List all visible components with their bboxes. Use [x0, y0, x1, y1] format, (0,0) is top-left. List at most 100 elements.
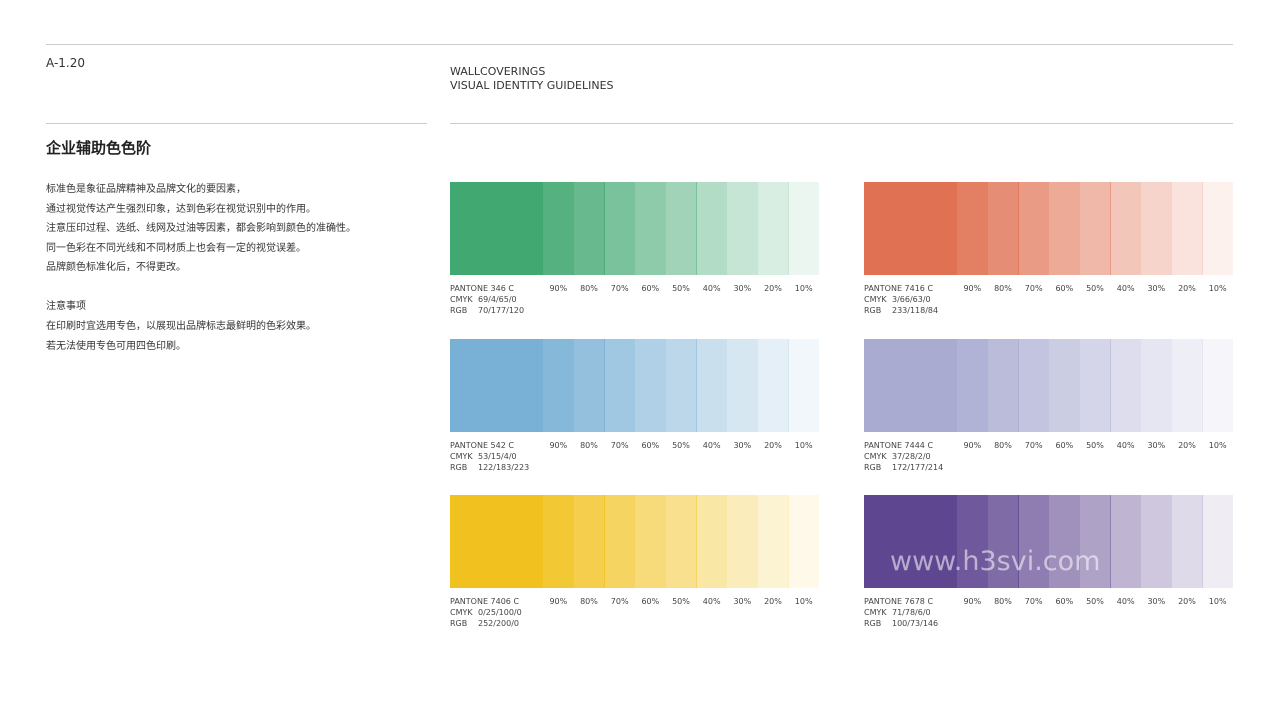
- tint-label: 90%: [963, 284, 982, 293]
- tint-label: 80%: [994, 440, 1012, 450]
- tint-label: 50%: [672, 284, 690, 293]
- rgb-value: 172/177/214: [892, 462, 944, 472]
- tint-label: 60%: [1055, 597, 1074, 606]
- tint-label: 30%: [1147, 440, 1166, 450]
- swatch-tint: [604, 338, 636, 432]
- swatch-tint: [665, 338, 697, 432]
- text-line: 品牌颜色标准化后，不得更改。: [46, 262, 186, 273]
- swatch-tint: [696, 182, 728, 275]
- tint-label: 20%: [764, 597, 782, 606]
- swatch-tint: [573, 182, 605, 275]
- cmyk-label: CMYK: [450, 608, 473, 617]
- swatch-tint: [604, 495, 636, 588]
- tint-label: 50%: [1086, 284, 1104, 293]
- subtitle: VISUAL IDENTITY GUIDELINES: [450, 79, 614, 92]
- swatch-solid: [450, 182, 543, 275]
- top-rule: [46, 44, 1233, 45]
- swatch-tint: [757, 495, 789, 588]
- paragraph: 在印刷时宜选用专色，以展现出品牌标志最鲜明的色彩效果。 若无法使用专色可用四色印刷…: [46, 317, 316, 356]
- swatch-tint: [1171, 182, 1203, 275]
- swatch-solid: [864, 338, 957, 432]
- paragraph: 标准色是象征品牌精神及品牌文化的要因素， 通过视觉传达产生强烈印象，达到色彩在视觉…: [46, 180, 356, 278]
- swatch-tint: [957, 495, 989, 588]
- swatch-tint: [957, 182, 989, 275]
- swatch-tint: [1049, 495, 1081, 588]
- swatch-tint: [788, 182, 820, 275]
- swatch-tint: [788, 495, 820, 588]
- tint-label: 20%: [764, 284, 782, 293]
- tint-label: 20%: [1178, 597, 1196, 606]
- pantone: PANTONE 7416 C: [864, 284, 934, 293]
- swatch-tint: [727, 495, 759, 588]
- text-line: 若无法使用专色可用四色印刷。: [46, 340, 186, 352]
- rule: [450, 123, 1233, 124]
- swatch-tint: [757, 182, 789, 275]
- swatch-tint: [1141, 338, 1173, 432]
- text-line: 通过视觉传达产生强烈印象，达到色彩在视觉识别中的作用。: [46, 203, 316, 215]
- swatch-tint: [987, 338, 1019, 432]
- cmyk-value: 71/78/6/0: [892, 608, 931, 617]
- swatch-solid: [864, 495, 957, 588]
- cmyk-label: CMYK: [450, 451, 473, 461]
- tint-label: 40%: [1116, 597, 1135, 606]
- cmyk-label: CMYK: [864, 451, 887, 461]
- tint-label: 60%: [1055, 440, 1074, 450]
- swatch-tint: [987, 182, 1019, 275]
- tint-label: 40%: [702, 597, 721, 606]
- tint-label: 50%: [1086, 597, 1104, 606]
- rgb-value: 252/200/0: [478, 619, 520, 628]
- brand: WALLCOVERINGS: [450, 65, 546, 78]
- text-line: 注意压印过程、选纸、线网及过油等因素，都会影响到颜色的准确性。: [46, 223, 356, 234]
- swatch-tint: [727, 338, 759, 432]
- tint-label: 10%: [794, 284, 813, 293]
- rgb-value: 70/177/120: [478, 306, 525, 315]
- note-title: 注意事项: [46, 301, 86, 312]
- rgb-label: RGB: [864, 462, 882, 472]
- text-line: 标准色是象征品牌精神及品牌文化的要因素，: [46, 184, 246, 195]
- tint-label: 70%: [1024, 440, 1043, 450]
- swatch-tint: [1079, 182, 1111, 275]
- rgb-value: 100/73/146: [892, 619, 939, 628]
- tint-label: 80%: [580, 440, 598, 450]
- tint-label: 50%: [672, 597, 690, 606]
- tint-label: 20%: [1178, 284, 1196, 293]
- swatch-tint: [757, 338, 789, 432]
- swatch-tint: [635, 182, 667, 275]
- rgb-label: RGB: [450, 306, 468, 315]
- pantone: PANTONE 7406 C: [450, 597, 520, 606]
- swatch-tint: [957, 338, 989, 432]
- swatch-tint: [1141, 495, 1173, 588]
- swatch-tint: [543, 495, 575, 588]
- pantone: PANTONE 542 C: [450, 440, 514, 450]
- tint-label: 80%: [580, 597, 598, 606]
- swatch-tint: [696, 338, 728, 432]
- tint-label: 40%: [1116, 284, 1135, 293]
- tint-label: 80%: [580, 284, 598, 293]
- swatch-solid: [864, 182, 957, 275]
- tint-label: 50%: [672, 440, 690, 450]
- rgb-value: 233/118/84: [892, 306, 939, 315]
- tint-label: 50%: [1086, 440, 1104, 450]
- rule: [46, 123, 427, 124]
- tint-label: 80%: [994, 284, 1012, 293]
- swatch-tint: [1049, 338, 1081, 432]
- swatch-tint: [1049, 182, 1081, 275]
- swatch-tint: [788, 338, 820, 432]
- swatch-solid: [450, 495, 543, 588]
- tint-label: 30%: [1147, 597, 1166, 606]
- tint-label: 60%: [641, 284, 660, 293]
- swatch-tint: [1110, 182, 1142, 275]
- swatch-tint: [1171, 338, 1203, 432]
- watermark: www.h3svi.com: [890, 546, 1101, 577]
- swatch-tint: [1171, 495, 1203, 588]
- tint-label: 30%: [733, 440, 752, 450]
- tint-label: 30%: [1147, 284, 1166, 293]
- cmyk-label: CMYK: [864, 608, 887, 617]
- pantone: PANTONE 7444 C: [864, 440, 934, 450]
- tint-label: 60%: [1055, 284, 1074, 293]
- tint-label: 10%: [794, 597, 813, 606]
- cmyk-label: CMYK: [450, 295, 473, 304]
- cmyk-value: 0/25/100/0: [478, 608, 522, 617]
- swatch-tint: [987, 495, 1019, 588]
- section-title: 企业辅助色色阶: [46, 139, 152, 157]
